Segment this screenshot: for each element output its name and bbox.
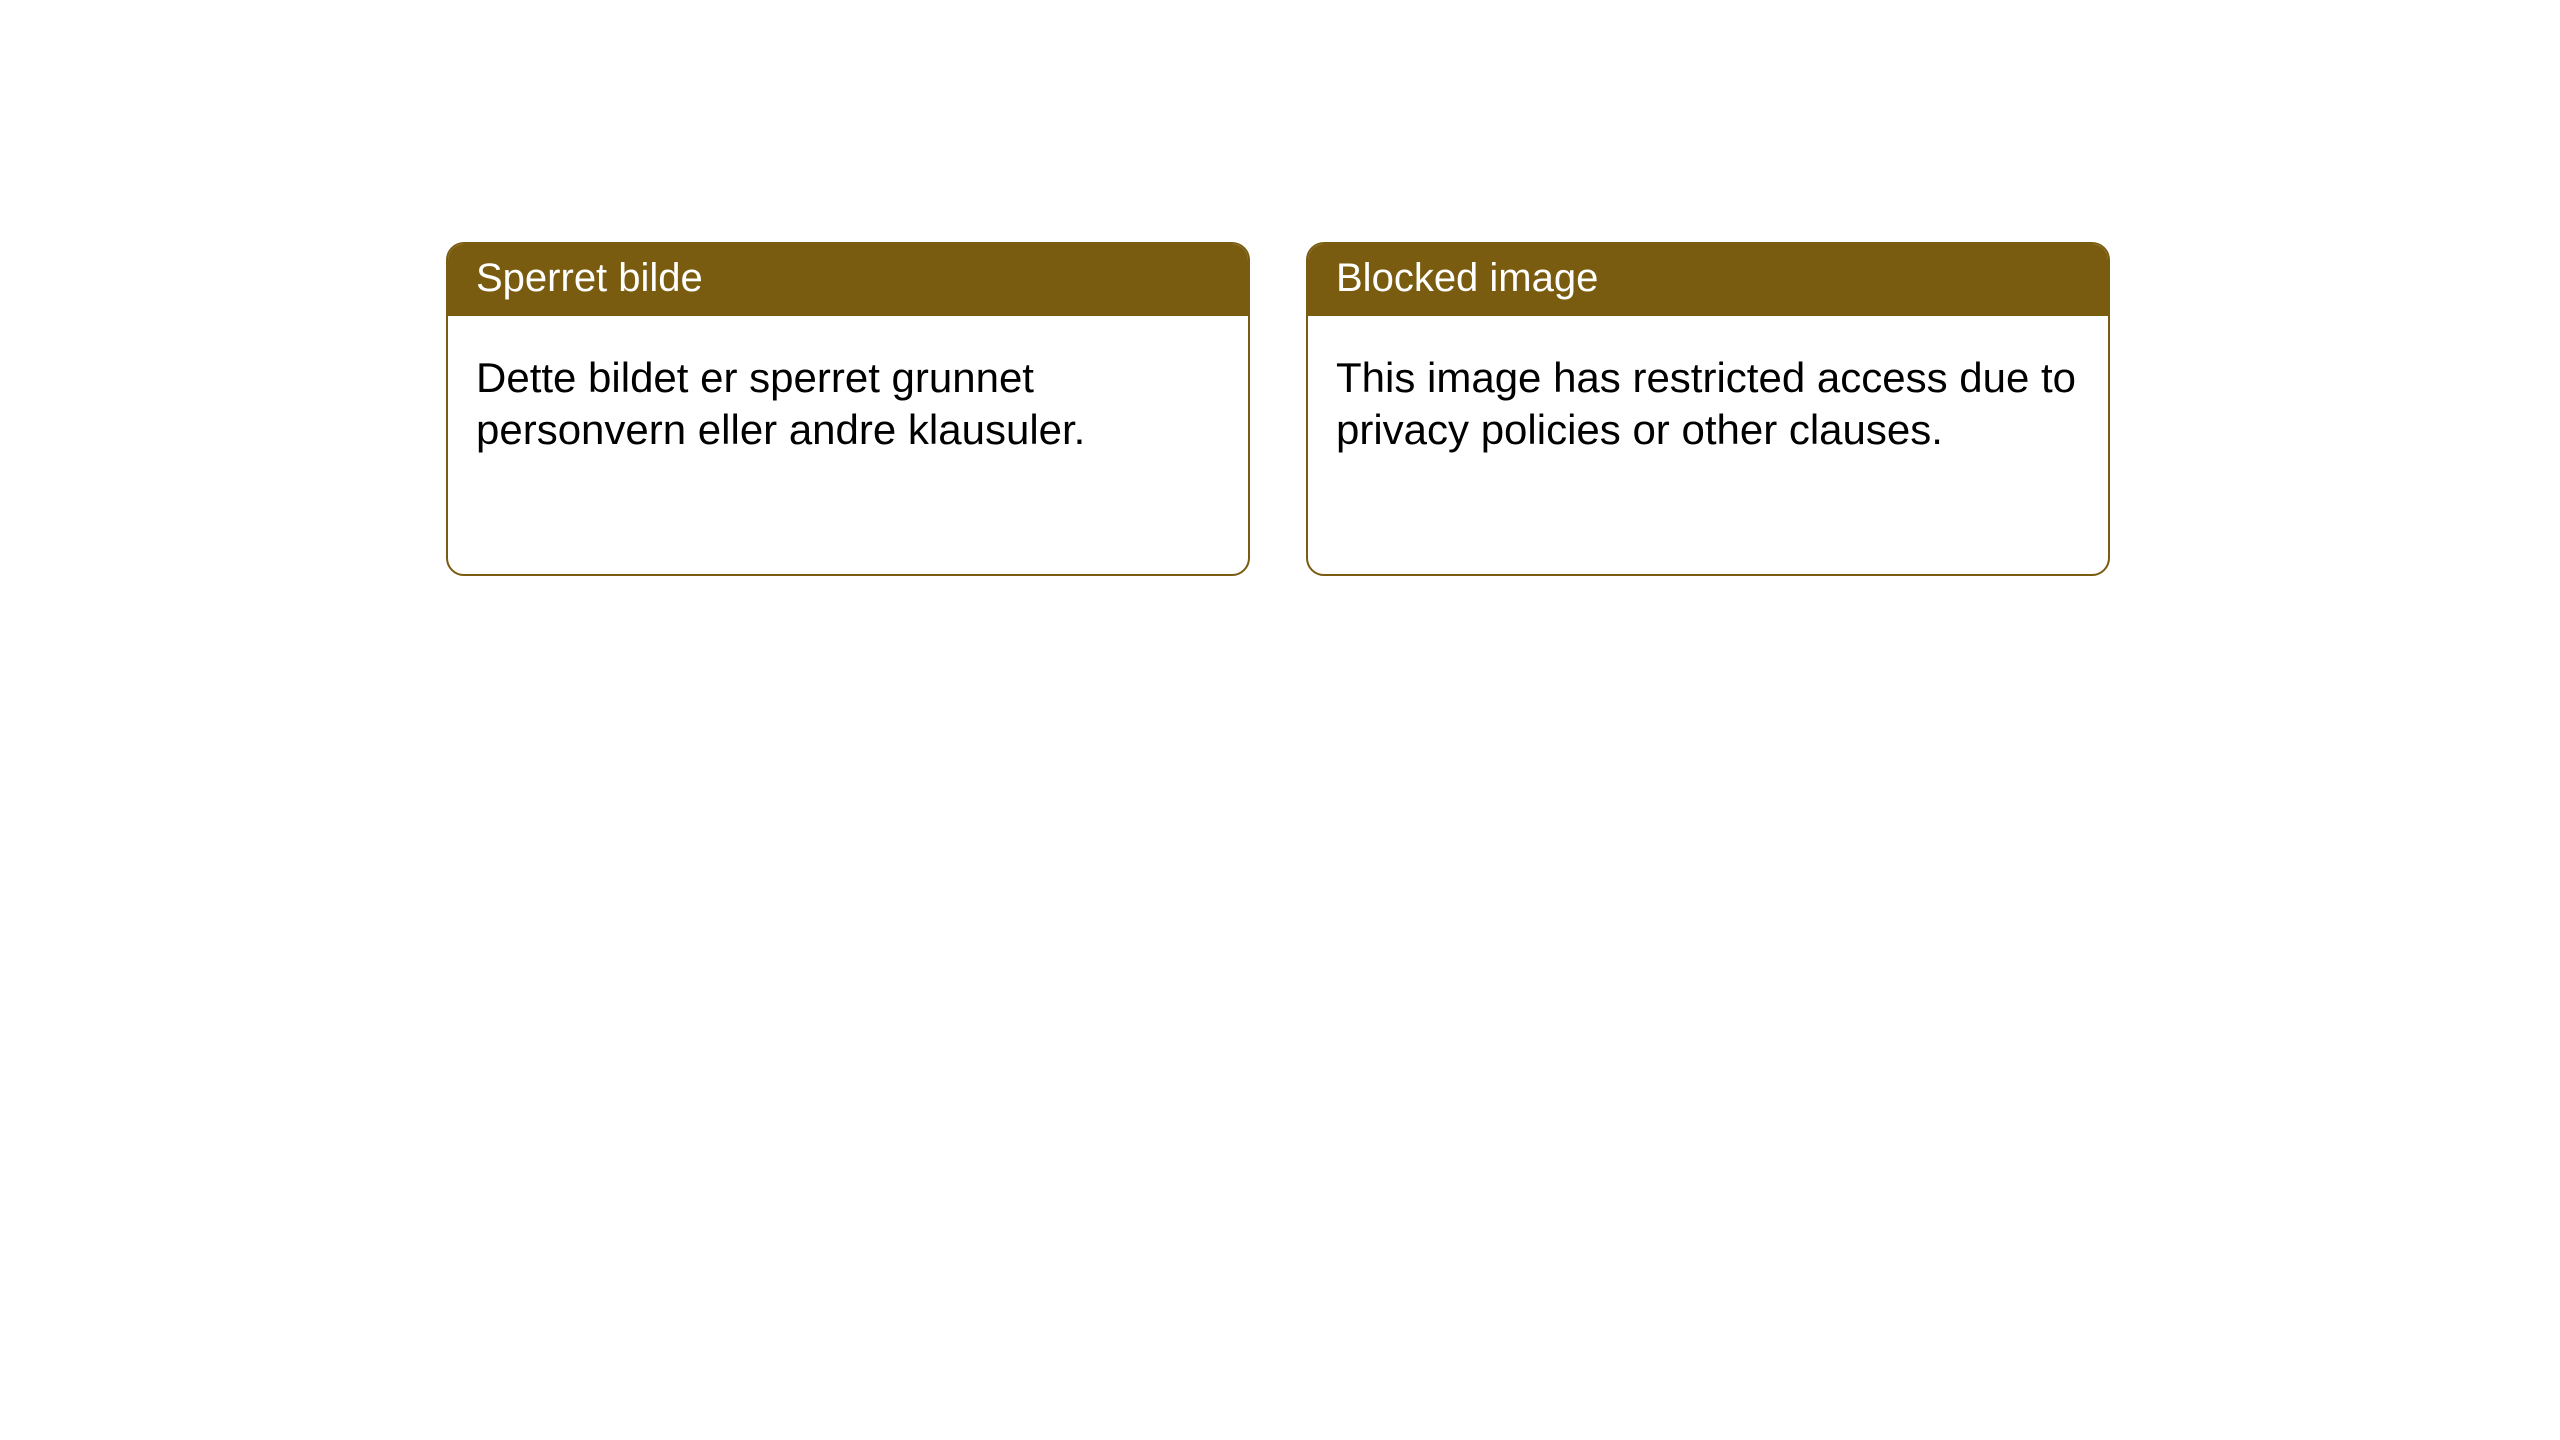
notice-container: Sperret bilde Dette bildet er sperret gr… — [446, 242, 2110, 576]
notice-body-no: Dette bildet er sperret grunnet personve… — [448, 316, 1248, 484]
notice-box-en: Blocked image This image has restricted … — [1306, 242, 2110, 576]
notice-header-no: Sperret bilde — [448, 244, 1248, 316]
notice-box-no: Sperret bilde Dette bildet er sperret gr… — [446, 242, 1250, 576]
notice-body-en: This image has restricted access due to … — [1308, 316, 2108, 484]
notice-header-en: Blocked image — [1308, 244, 2108, 316]
